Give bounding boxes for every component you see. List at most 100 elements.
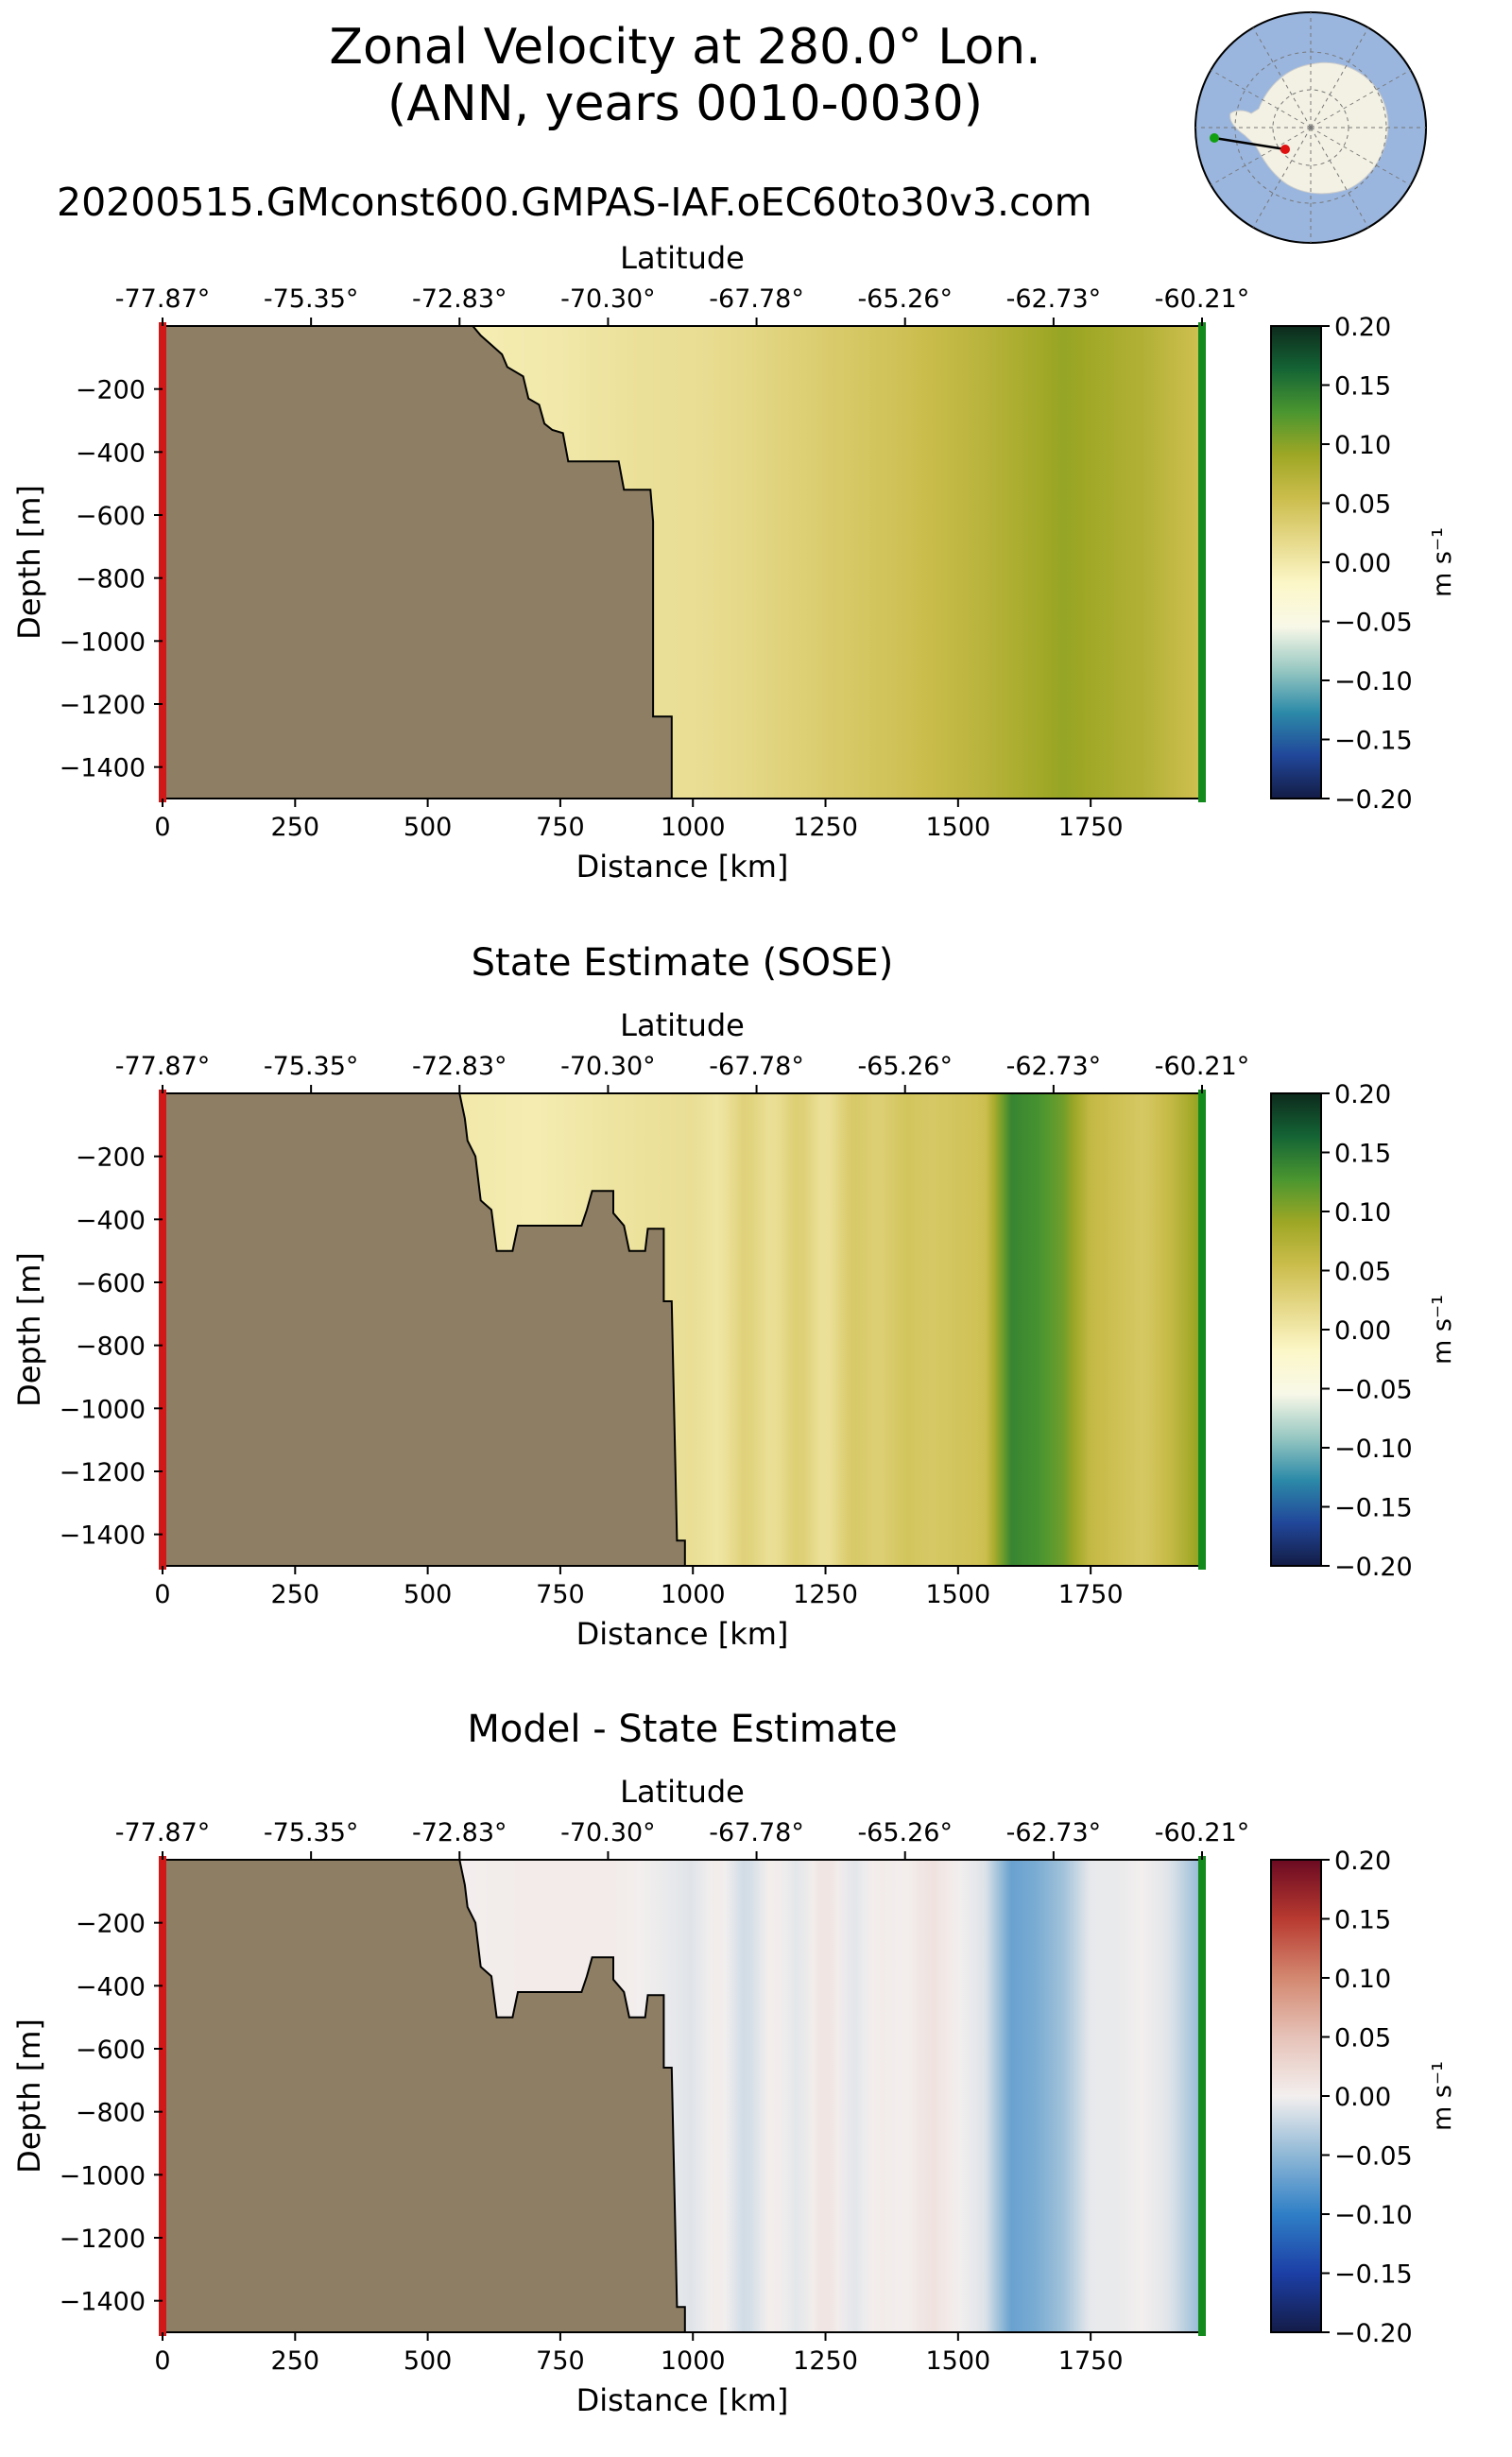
colorbar-tick-label: 0.20 (1334, 1847, 1391, 1876)
y-tick-label: −400 (76, 1972, 146, 2002)
colorbar-tick-label: 0.05 (1334, 1258, 1391, 1287)
y-tick-label: −1200 (60, 2225, 146, 2254)
colorbar (1270, 325, 1322, 799)
x-tick-label: 1500 (925, 1580, 990, 1609)
lat-tick-label: -77.87° (115, 1818, 211, 1847)
y-tick-label: −1200 (60, 691, 146, 720)
lat-tick-label: -77.87° (115, 1052, 211, 1081)
lat-tick-label: -62.73° (1006, 1052, 1102, 1081)
x-tick-label: 250 (271, 813, 320, 842)
lat-tick-label: -60.21° (1155, 284, 1250, 314)
colorbar-tick-label: −0.15 (1334, 2260, 1413, 2290)
figure-subtitle: 20200515.GMconst600.GMPAS-IAF.oEC60to30v… (57, 180, 1092, 225)
x-tick-label: 500 (404, 2346, 453, 2376)
x-tick-label: 1000 (661, 1580, 726, 1609)
lat-tick-label: -70.30° (560, 284, 656, 314)
colorbar-tick-label: −0.20 (1334, 2319, 1413, 2348)
lat-tick-label: -67.78° (709, 1818, 804, 1847)
colorbar-tick-label: 0.20 (1334, 1080, 1391, 1109)
colorbar-tick-label: 0.15 (1334, 1906, 1391, 1935)
y-tick-label: −400 (76, 1206, 146, 1235)
y-tick-label: −1400 (60, 754, 146, 783)
lat-tick-label: -65.26° (857, 284, 953, 314)
colorbar-tick-label: 0.10 (1334, 431, 1391, 460)
lat-tick-label: -62.73° (1006, 284, 1102, 314)
lat-tick-label: -60.21° (1155, 1052, 1250, 1081)
x-axis-label: Distance [km] (576, 2382, 789, 2418)
lat-tick-label: -72.83° (412, 1818, 507, 1847)
colorbar-tick-label: −0.20 (1334, 1553, 1413, 1582)
x-tick-label: 750 (536, 1580, 585, 1609)
colorbar-tick-label: 0.10 (1334, 1965, 1391, 1994)
colorbar-label: m s⁻¹ (1428, 2061, 1457, 2131)
figure-title-line2: (ANN, years 0010-0030) (387, 76, 984, 132)
colorbar-label: m s⁻¹ (1428, 1295, 1457, 1365)
x-axis-label: Distance [km] (576, 1616, 789, 1652)
colorbar (1270, 1859, 1322, 2333)
x-tick-label: 0 (154, 1580, 170, 1609)
x-tick-label: 1250 (793, 813, 858, 842)
section-end-marker (1198, 1856, 1206, 2336)
lat-axis-label: Latitude (620, 1007, 745, 1043)
lat-tick-label: -67.78° (709, 284, 804, 314)
lat-tick-label: -65.26° (857, 1818, 953, 1847)
lat-tick-label: -70.30° (560, 1052, 656, 1081)
x-tick-label: 250 (271, 2346, 320, 2376)
y-tick-label: −1200 (60, 1458, 146, 1487)
lat-axis-label: Latitude (620, 1774, 745, 1810)
x-tick-label: 0 (154, 813, 170, 842)
lat-tick-label: -65.26° (857, 1052, 953, 1081)
colorbar-tick-label: −0.10 (1334, 2201, 1413, 2230)
colorbar (1270, 1092, 1322, 1567)
section-start-marker (159, 1090, 166, 1570)
colorbar-tick-label: −0.15 (1334, 1494, 1413, 1523)
x-tick-label: 750 (536, 813, 585, 842)
lat-axis-label: Latitude (620, 240, 745, 276)
y-tick-label: −200 (76, 376, 146, 405)
colorbar-tick-label: −0.20 (1334, 785, 1413, 815)
panel-1: 0 250 500 750 1000 1250 1500 1750 Distance [km] -… (11, 240, 1457, 885)
antarctica-map-inset (1194, 11, 1427, 244)
y-tick-label: −200 (76, 1143, 146, 1173)
section-start-marker (159, 1856, 166, 2336)
bathymetry (162, 325, 673, 799)
colorbar-tick-label: 0.15 (1334, 1140, 1391, 1169)
colorbar-tick-label: −0.10 (1334, 1435, 1413, 1464)
x-tick-label: 0 (154, 2346, 170, 2376)
x-tick-label: 250 (271, 1580, 320, 1609)
colorbar-tick-label: 0.00 (1334, 1316, 1391, 1346)
x-tick-label: 1500 (925, 813, 990, 842)
lat-tick-label: -75.35° (264, 284, 359, 314)
panel-title: State Estimate (SOSE) (472, 941, 894, 985)
panel-2: State Estimate (SOSE) 0 250 500 750 1000 1250 1… (11, 941, 1457, 1652)
colorbar-tick-label: 0.10 (1334, 1198, 1391, 1228)
colorbar-tick-label: −0.10 (1334, 667, 1413, 696)
y-tick-label: −600 (76, 502, 146, 531)
lat-tick-label: -75.35° (264, 1052, 359, 1081)
colorbar-label: m s⁻¹ (1428, 527, 1457, 597)
x-tick-label: 1000 (661, 2346, 726, 2376)
lat-tick-label: -62.73° (1006, 1818, 1102, 1847)
x-tick-label: 1500 (925, 2346, 990, 2376)
figure-title: Zonal Velocity at 280.0° Lon. (ANN, year… (0, 19, 1370, 132)
colorbar-tick-label: −0.05 (1334, 1376, 1413, 1405)
lat-tick-label: -72.83° (412, 284, 507, 314)
x-tick-label: 1000 (661, 813, 726, 842)
y-tick-label: −1000 (60, 2161, 146, 2191)
x-tick-label: 1750 (1058, 813, 1124, 842)
y-tick-label: −1000 (60, 627, 146, 657)
y-tick-label: −1000 (60, 1395, 146, 1424)
lat-tick-label: -60.21° (1155, 1818, 1250, 1847)
y-tick-label: −800 (76, 565, 146, 594)
x-tick-label: 1750 (1058, 2346, 1124, 2376)
lat-tick-label: -70.30° (560, 1818, 656, 1847)
colorbar-tick-label: 0.05 (1334, 490, 1391, 520)
y-tick-label: −800 (76, 2099, 146, 2128)
lat-tick-label: -75.35° (264, 1818, 359, 1847)
map-section-end (1210, 133, 1219, 143)
x-tick-label: 1750 (1058, 1580, 1124, 1609)
section-start-marker (159, 322, 166, 802)
x-tick-label: 500 (404, 1580, 453, 1609)
lat-tick-label: -67.78° (709, 1052, 804, 1081)
